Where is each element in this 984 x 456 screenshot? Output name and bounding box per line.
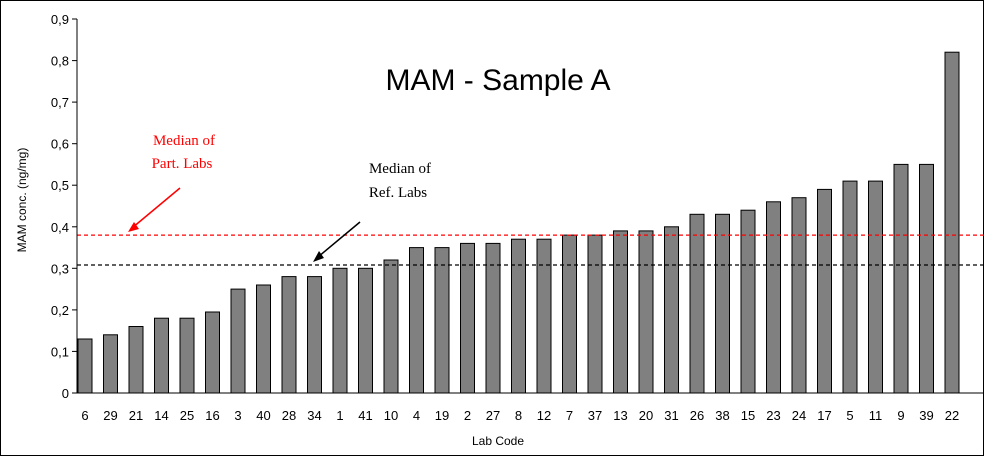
x-tick-label: 9 xyxy=(897,408,904,423)
x-tick-label: 8 xyxy=(515,408,522,423)
x-tick-label: 39 xyxy=(919,408,933,423)
bar-lab-40 xyxy=(257,285,271,393)
bar-lab-9 xyxy=(894,164,908,393)
x-tick-label: 34 xyxy=(307,408,321,423)
y-tick-label: 0,8 xyxy=(51,54,69,69)
bar-lab-20 xyxy=(639,231,653,393)
bar-lab-5 xyxy=(843,181,857,393)
bar-lab-21 xyxy=(129,327,143,394)
y-axis-title: MAM conc. (ng/mg) xyxy=(15,148,29,253)
x-tick-label: 4 xyxy=(413,408,420,423)
bar-lab-37 xyxy=(588,235,602,393)
x-tick-label: 20 xyxy=(639,408,653,423)
bar-lab-41 xyxy=(359,268,373,393)
x-tick-label: 25 xyxy=(180,408,194,423)
x-axis-title: Lab Code xyxy=(472,434,524,448)
x-tick-label: 37 xyxy=(588,408,602,423)
annotation-ref-labs-line1: Median of xyxy=(369,161,431,177)
bar-lab-11 xyxy=(869,181,883,393)
y-tick-label: 0,9 xyxy=(51,12,69,27)
x-tick-label: 10 xyxy=(384,408,398,423)
x-tick-label: 5 xyxy=(846,408,853,423)
x-tick-label: 1 xyxy=(336,408,343,423)
x-tick-label: 6 xyxy=(81,408,88,423)
bar-lab-12 xyxy=(537,239,551,393)
x-tick-label: 23 xyxy=(766,408,780,423)
x-tick-label: 21 xyxy=(129,408,143,423)
bar-lab-23 xyxy=(767,202,781,393)
bar-lab-38 xyxy=(716,214,730,393)
bar-lab-6 xyxy=(78,339,92,393)
annotation-ref-labs-line2: Ref. Labs xyxy=(369,185,427,201)
bar-lab-28 xyxy=(282,277,296,393)
bar-lab-4 xyxy=(410,248,424,393)
bar-lab-3 xyxy=(231,289,245,393)
bar-lab-29 xyxy=(104,335,118,393)
bar-lab-14 xyxy=(155,318,169,393)
bar-lab-24 xyxy=(792,198,806,393)
x-tick-label: 2 xyxy=(464,408,471,423)
x-tick-label: 15 xyxy=(741,408,755,423)
x-tick-label: 14 xyxy=(154,408,168,423)
annotation-part-labs-line2: Part. Labs xyxy=(152,156,213,172)
x-tick-label: 41 xyxy=(358,408,372,423)
bar-lab-25 xyxy=(180,318,194,393)
x-tick-label: 26 xyxy=(690,408,704,423)
annotation-part-labs-line1: Median of xyxy=(153,133,215,149)
x-tick-label: 7 xyxy=(566,408,573,423)
y-tick-label: 0,5 xyxy=(51,178,69,193)
bar-lab-1 xyxy=(333,268,347,393)
bar-lab-34 xyxy=(308,277,322,393)
bar-lab-8 xyxy=(512,239,526,393)
x-tick-label: 11 xyxy=(869,408,883,423)
y-tick-label: 0,3 xyxy=(51,261,69,276)
bar-lab-19 xyxy=(435,248,449,393)
x-tick-label: 38 xyxy=(715,408,729,423)
bar-lab-31 xyxy=(665,227,679,393)
bar-lab-39 xyxy=(920,164,934,393)
bar-lab-13 xyxy=(614,231,628,393)
x-tick-label: 29 xyxy=(103,408,117,423)
y-tick-label: 0,6 xyxy=(51,137,69,152)
y-tick-label: 0 xyxy=(62,386,69,401)
bar-lab-26 xyxy=(690,214,704,393)
x-tick-label: 17 xyxy=(817,408,831,423)
x-tick-label: 40 xyxy=(256,408,270,423)
x-tick-label: 12 xyxy=(537,408,551,423)
bar-lab-16 xyxy=(206,312,220,393)
bar-lab-27 xyxy=(486,243,500,393)
y-tick-label: 0,2 xyxy=(51,303,69,318)
chart-title: MAM - Sample A xyxy=(385,64,610,97)
y-tick-label: 0,7 xyxy=(51,95,69,110)
x-tick-label: 31 xyxy=(664,408,678,423)
x-tick-label: 16 xyxy=(205,408,219,423)
y-tick-label: 0,1 xyxy=(51,344,69,359)
x-tick-label: 3 xyxy=(234,408,241,423)
bar-lab-17 xyxy=(818,189,832,393)
x-tick-label: 27 xyxy=(486,408,500,423)
bar-lab-10 xyxy=(384,260,398,393)
x-ticks-group: 6 29 21 14 25 16 3 40 28 34 1 41 10 4 19 2 27 8 12 7 37 13 20 3… xyxy=(81,408,959,423)
x-tick-label: 19 xyxy=(435,408,449,423)
bar-lab-2 xyxy=(461,243,475,393)
bar-lab-15 xyxy=(741,210,755,393)
bar-lab-22 xyxy=(945,52,959,393)
bar-lab-7 xyxy=(563,235,577,393)
x-tick-label: 28 xyxy=(282,408,296,423)
x-tick-label: 22 xyxy=(945,408,959,423)
y-tick-label: 0,4 xyxy=(51,220,69,235)
x-tick-label: 24 xyxy=(792,408,806,423)
x-tick-label: 13 xyxy=(613,408,627,423)
